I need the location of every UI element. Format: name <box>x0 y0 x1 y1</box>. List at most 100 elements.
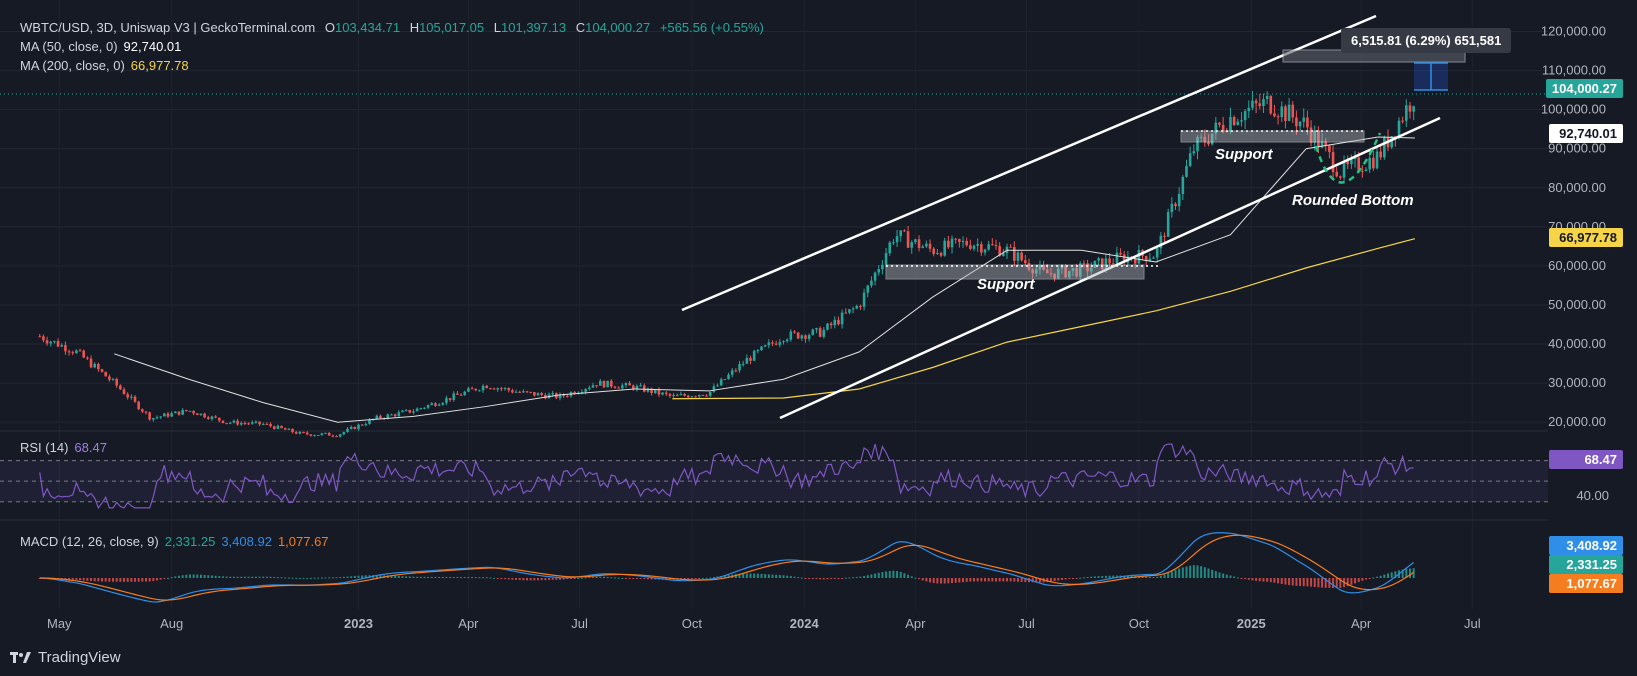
candle-body <box>738 364 741 371</box>
macd-histogram-bar <box>328 577 331 579</box>
candle-body <box>408 409 412 413</box>
candle-body <box>661 392 664 395</box>
candle-body <box>119 385 122 390</box>
candle-body <box>837 319 840 325</box>
macd-histogram-bar <box>1013 578 1016 582</box>
rsi-pane <box>0 443 1548 510</box>
close-value: 104,000.27 <box>585 20 651 35</box>
candle-body <box>774 343 778 345</box>
macd-histogram-bar <box>1071 578 1074 579</box>
candle-body <box>1053 273 1056 279</box>
macd-histogram-bar <box>119 578 122 582</box>
macd-line-value: 3,408.92 <box>221 534 272 549</box>
macd-histogram-bar <box>405 576 408 578</box>
macd-histogram-bar <box>1405 568 1408 578</box>
macd-histogram-bar <box>797 577 800 579</box>
candle-body <box>280 425 283 429</box>
candle-body <box>1071 268 1075 271</box>
candle-body <box>86 357 89 359</box>
macd-histogram-bar <box>75 578 78 580</box>
candle-body <box>346 428 349 433</box>
macd-histogram-bar <box>863 576 866 578</box>
macd-histogram-bar <box>1383 574 1386 578</box>
candle-body <box>360 424 364 426</box>
candle-body <box>492 388 496 390</box>
candle-body <box>855 305 859 309</box>
candle-body <box>1056 268 1060 279</box>
y-tick-label: 20,000.00 <box>1548 414 1606 429</box>
candle-body <box>1159 235 1163 249</box>
macd-histogram-bar <box>346 576 349 578</box>
candle-body <box>760 346 763 351</box>
candle-body <box>1295 117 1298 127</box>
ma200-value: 66,977.78 <box>130 58 189 73</box>
candle-body <box>1306 117 1309 128</box>
y-tick-label: 110,000.00 <box>1542 63 1606 78</box>
candle-body <box>620 385 624 389</box>
macd-histogram-bar <box>1376 576 1379 578</box>
macd-histogram-bar <box>580 577 583 579</box>
candle-body <box>1082 263 1086 265</box>
ma50-legend[interactable]: MA (50, close, 0) 92,740.01 <box>20 39 187 54</box>
macd-histogram-bar <box>635 578 638 579</box>
macd-histogram-bar <box>1251 578 1254 581</box>
macd-histogram-bar <box>551 578 554 580</box>
candle-body <box>247 423 250 425</box>
candle-body <box>1111 263 1115 265</box>
macd-histogram-bar <box>727 574 730 578</box>
candle-body <box>752 350 756 361</box>
x-tick-label: May <box>47 616 72 631</box>
macd-legend[interactable]: MACD (12, 26, close, 9) 2,331.25 3,408.92 1… <box>20 534 335 549</box>
macd-histogram-bar <box>1277 578 1280 584</box>
candle-body <box>1383 137 1386 158</box>
candle-body <box>1317 130 1320 148</box>
macd-histogram-bar <box>606 576 609 578</box>
macd-histogram-bar <box>595 576 598 578</box>
candle-body <box>1185 165 1188 177</box>
candle-body <box>522 391 525 393</box>
candle-body <box>507 388 511 391</box>
macd-histogram-bar <box>833 578 836 579</box>
candle-body <box>573 392 576 394</box>
candle-body <box>349 426 353 429</box>
candle-body <box>1115 252 1119 264</box>
candle-body <box>60 345 64 347</box>
ma50-pill: 92,740.01 <box>1549 124 1623 143</box>
candle-body <box>1155 248 1159 258</box>
candle-body <box>683 394 686 396</box>
rsi-legend[interactable]: RSI (14) 68.47 <box>20 440 113 455</box>
tradingview-logo[interactable]: TradingView <box>10 649 121 666</box>
y-tick-label: 50,000.00 <box>1548 297 1606 312</box>
candle-body <box>694 396 697 398</box>
candle-body <box>379 415 382 419</box>
candle-body <box>950 238 954 248</box>
macd-histogram-bar <box>1295 578 1298 586</box>
candle-body <box>152 418 155 420</box>
candle-body <box>1247 107 1251 112</box>
ma200-legend[interactable]: MA (200, close, 0) 66,977.78 <box>20 58 195 73</box>
low-value: 101,397.13 <box>501 20 567 35</box>
candle-body <box>1027 263 1031 270</box>
macd-histogram-bar <box>723 575 726 578</box>
candle-body <box>1093 260 1097 268</box>
macd-histogram-bar <box>141 578 144 582</box>
candle-body <box>1075 268 1078 277</box>
candle-body <box>459 394 463 396</box>
macd-histogram-bar <box>174 576 177 578</box>
macd-histogram-bar <box>683 578 686 580</box>
macd-histogram-bar <box>1288 578 1291 586</box>
support-label-lower: Support <box>977 276 1035 293</box>
candle-body <box>1152 257 1155 259</box>
macd-histogram-bar <box>251 576 254 578</box>
macd-histogram-bar <box>1211 569 1214 578</box>
candle-body <box>159 416 162 418</box>
candle-body <box>1394 136 1397 138</box>
macd-histogram-bar <box>855 576 858 578</box>
candle-body <box>686 395 690 398</box>
macd-histogram-bar <box>958 578 961 583</box>
candle-body <box>1174 203 1177 207</box>
candle-body <box>602 380 606 388</box>
macd-histogram-bar <box>881 572 884 578</box>
candle-body <box>276 425 280 429</box>
